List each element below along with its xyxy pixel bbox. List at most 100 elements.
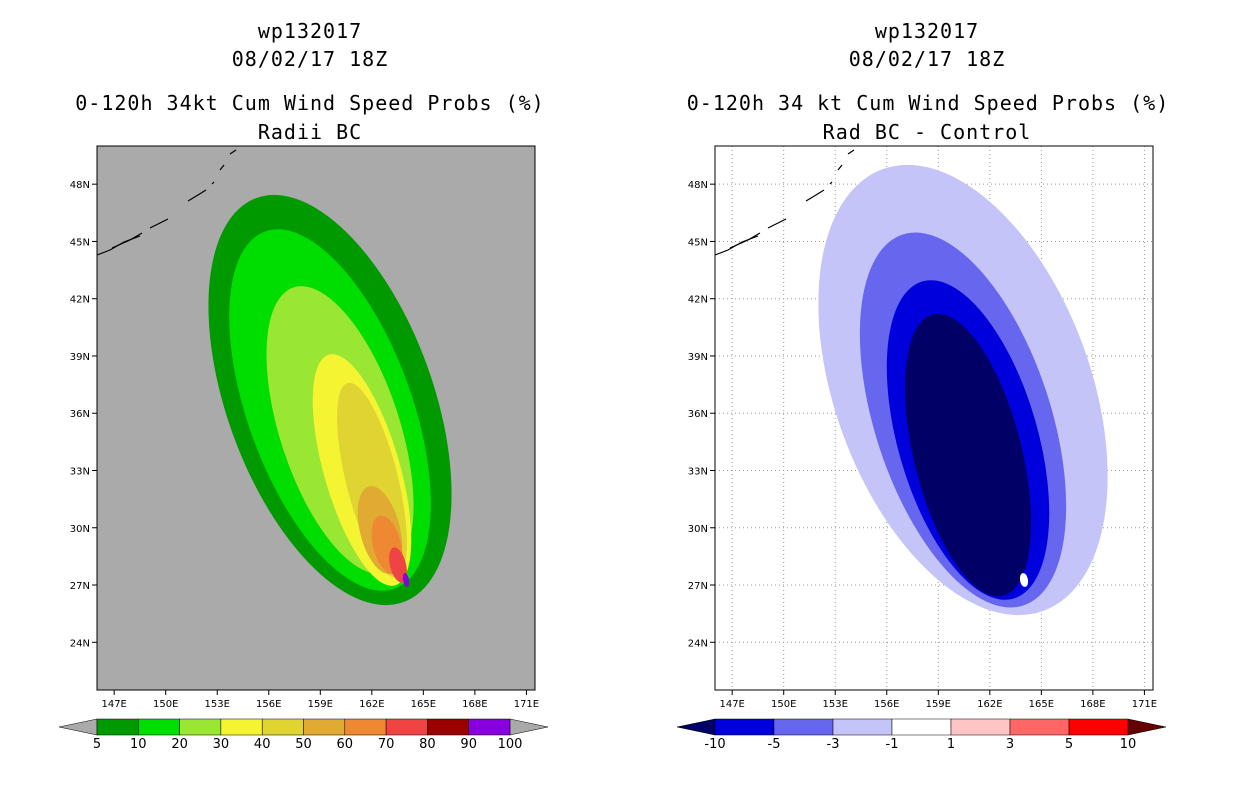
left-plot-frame (96, 145, 536, 691)
right-date: 08/02/17 18Z (848, 47, 1006, 71)
right-y-tick-label: 39N (688, 352, 708, 363)
left-colorbar-label: 40 (254, 737, 271, 752)
left-colorbar-label: 80 (419, 737, 436, 752)
left-y-tick-label: 36N (70, 409, 90, 420)
left-colorbar-under (58, 718, 98, 736)
left-x-tick-label: 150E (153, 699, 178, 710)
right-coastline (714, 149, 855, 256)
left-y-tick-label: 39N (70, 352, 90, 363)
left-colorbar-swatch (179, 718, 222, 736)
left-colorbar-label: 10 (130, 737, 147, 752)
left-colorbar-swatch (344, 718, 387, 736)
right-colorbar-swatch (832, 718, 893, 736)
right-colorbar: -10 -5 -3 -1 1 3 5 10 (676, 718, 1167, 752)
right-contour--10 (904, 313, 1032, 597)
left-chart: 147E 150E 153E 156E 159E 162E 165E 168E 171E 48N 4… (58, 145, 549, 752)
left-y-tick-label: 42N (70, 295, 90, 306)
left-y-tick-label: 48N (70, 180, 90, 191)
right-y-tick-label: 33N (688, 466, 708, 477)
left-colorbar-label: 100 (498, 737, 523, 752)
right-x-tick-label: 162E (977, 699, 1002, 710)
right-contour-1 (1019, 573, 1029, 587)
right-plot-frame (714, 145, 1154, 691)
right-contours (818, 164, 1108, 616)
left-colorbar-label: 5 (93, 737, 101, 752)
right-colorbar-label: -5 (768, 737, 781, 752)
right-y-tick-label: 36N (688, 409, 708, 420)
left-x-tick-label: 153E (205, 699, 230, 710)
right-x-tick-label: 156E (874, 699, 899, 710)
right-axes: 147E 150E 153E 156E 159E 162E 165E 168E 171E 48N 4… (688, 180, 1157, 710)
left-colorbar-swatch (96, 718, 139, 736)
left-colorbar: 5 10 20 30 40 50 60 70 80 90 100 (58, 718, 549, 752)
left-y-tick-label: 33N (70, 466, 90, 477)
left-y-tick-label: 27N (70, 581, 90, 592)
left-colorbar-swatch (385, 718, 428, 736)
left-contour-90 (402, 573, 410, 587)
left-colorbar-swatch (220, 718, 263, 736)
right-y-tick-label: 42N (688, 295, 708, 306)
right-colorbar-label: -3 (827, 737, 840, 752)
left-x-tick-label: 147E (101, 699, 126, 710)
right-x-tick-label: 168E (1080, 699, 1105, 710)
left-colorbar-label: 70 (378, 737, 395, 752)
right-x-tick-label: 147E (719, 699, 744, 710)
left-colorbar-label: 50 (295, 737, 312, 752)
right-storm-id: wp132017 (874, 19, 980, 43)
left-axes: 147E 150E 153E 156E 159E 162E 165E 168E 171E 48N 4… (70, 180, 539, 710)
right-colorbar-label: 5 (1065, 737, 1073, 752)
right-x-tick-label: 153E (823, 699, 848, 710)
right-colorbar-swatch (950, 718, 1011, 736)
right-colorbar-swatch (773, 718, 834, 736)
right-y-tick-label: 30N (688, 524, 708, 535)
right-chart: 147E 150E 153E 156E 159E 162E 165E 168E 171E 48N 4… (676, 145, 1167, 752)
left-y-tick-label: 24N (70, 638, 90, 649)
right-y-tick-label: 27N (688, 581, 708, 592)
right-y-tick-label: 48N (688, 180, 708, 191)
left-colorbar-swatch (427, 718, 469, 736)
left-x-tick-label: 168E (462, 699, 487, 710)
right-colorbar-label: -1 (886, 737, 899, 752)
right-x-tick-label: 165E (1029, 699, 1054, 710)
left-date: 08/02/17 18Z (231, 47, 389, 71)
right-colorbar-swatch (1009, 718, 1070, 736)
left-colorbar-over (509, 718, 549, 736)
right-y-tick-label: 45N (688, 237, 708, 248)
right-colorbar-label: 1 (947, 737, 955, 752)
left-colorbar-swatch (138, 718, 180, 736)
left-colorbar-swatch (261, 718, 304, 736)
left-x-tick-label: 165E (411, 699, 436, 710)
left-colorbar-swatch (303, 718, 346, 736)
right-y-tick-label: 24N (688, 638, 708, 649)
left-y-tick-label: 30N (70, 524, 90, 535)
right-colorbar-under (676, 718, 716, 736)
left-colorbar-label: 20 (171, 737, 188, 752)
left-colorbar-label: 60 (337, 737, 354, 752)
left-x-tick-label: 162E (359, 699, 384, 710)
right-x-tick-label: 159E (926, 699, 951, 710)
right-colorbar-over (1127, 718, 1167, 736)
left-x-tick-label: 159E (308, 699, 333, 710)
left-x-tick-label: 171E (514, 699, 539, 710)
right-x-tick-label: 150E (771, 699, 796, 710)
left-storm-id: wp132017 (257, 19, 363, 43)
left-subtitle: Radii BC (257, 120, 363, 144)
left-title: 0-120h 34kt Cum Wind Speed Probs (%) (75, 91, 545, 115)
right-colorbar-label: -10 (704, 737, 725, 752)
right-colorbar-label: 10 (1120, 737, 1137, 752)
left-colorbar-swatch (468, 718, 511, 736)
left-colorbar-label: 90 (460, 737, 477, 752)
left-colorbar-label: 30 (213, 737, 230, 752)
right-subtitle: Rad BC - Control (822, 120, 1032, 144)
left-coastline (96, 149, 237, 256)
right-title: 0-120h 34 kt Cum Wind Speed Probs (%) (686, 91, 1170, 115)
right-x-tick-label: 171E (1132, 699, 1157, 710)
right-colorbar-swatch (891, 718, 952, 736)
right-colorbar-label: 3 (1006, 737, 1014, 752)
left-contours (208, 194, 452, 606)
left-contour-70 (389, 547, 407, 583)
left-y-tick-label: 45N (70, 237, 90, 248)
right-colorbar-swatch (1068, 718, 1129, 736)
left-x-tick-label: 156E (256, 699, 281, 710)
right-colorbar-swatch (714, 718, 775, 736)
